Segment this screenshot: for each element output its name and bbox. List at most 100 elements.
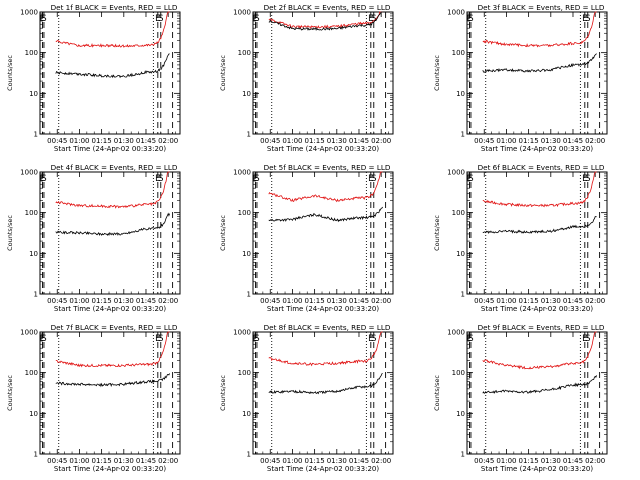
y-axis-label: Counts/sec (6, 215, 14, 251)
time-marker-label: E (467, 14, 472, 24)
x-tick-label: 01:30 (541, 137, 561, 145)
x-tick-label: 01:45 (349, 137, 369, 145)
series-events-line (482, 216, 597, 234)
y-tick-label: 10 (456, 250, 465, 258)
x-tick-label: 01:30 (541, 297, 561, 305)
time-marker-label: E (155, 174, 160, 184)
x-tick-label: 02:00 (585, 457, 605, 465)
panel-title: Det 5f BLACK = Events, RED = LLD (264, 163, 391, 172)
panel-title: Det 7f BLACK = Events, RED = LLD (51, 323, 178, 332)
y-tick-label: 10 (242, 250, 251, 258)
time-marker-label: E (40, 174, 45, 184)
x-axis-label: Start Time (24-Apr-02 00:33:20) (54, 145, 166, 153)
time-marker-label: E (368, 334, 373, 344)
time-marker-label: S (371, 174, 376, 184)
x-axis-label: Start Time (24-Apr-02 00:33:20) (54, 305, 166, 313)
time-marker-label: S (468, 174, 473, 184)
series-events-line (55, 53, 170, 79)
y-tick-label: 10 (242, 410, 251, 418)
panel-4: Det 4f BLACK = Events, RED = LLD Counts/s… (6, 163, 181, 313)
x-tick-label: 01:00 (69, 297, 89, 305)
panel-title: Det 9f BLACK = Events, RED = LLD (478, 323, 605, 332)
panel-title: Det 8f BLACK = Events, RED = LLD (264, 323, 391, 332)
x-tick-label: 01:15 (305, 137, 325, 145)
time-marker-label: S (41, 14, 46, 24)
y-tick-label: 100 (452, 49, 465, 57)
y-axis-label: Counts/sec (433, 375, 441, 411)
y-tick-label: 10 (456, 90, 465, 98)
time-marker-label: S (371, 14, 376, 24)
x-tick-label: 01:30 (327, 297, 347, 305)
series-lld-line (55, 171, 170, 209)
time-marker-label: S (468, 334, 473, 344)
x-tick-label: 00:45 (474, 457, 494, 465)
series-events-line (268, 11, 383, 32)
time-marker-label: E (155, 14, 160, 24)
panel-5: Det 5f BLACK = Events, RED = LLD Counts/s… (219, 163, 394, 313)
x-tick-label: 01:15 (305, 297, 325, 305)
y-axis-label: Counts/sec (433, 215, 441, 251)
time-marker-label: E (582, 334, 587, 344)
panel-title: Det 1f BLACK = Events, RED = LLD (51, 3, 178, 12)
series-lld-line (55, 11, 170, 48)
time-marker-label: E (253, 174, 258, 184)
y-tick-label: 1 (247, 291, 251, 299)
y-axis-label: Counts/sec (219, 215, 227, 251)
x-tick-label: 01:45 (349, 457, 369, 465)
y-tick-label: 1000 (20, 169, 38, 177)
x-tick-label: 01:15 (92, 457, 112, 465)
y-tick-label: 10 (242, 90, 251, 98)
time-marker-label: E (40, 334, 45, 344)
x-tick-label: 01:30 (114, 297, 134, 305)
time-marker-label: E (253, 14, 258, 24)
x-tick-label: 00:45 (260, 137, 280, 145)
y-tick-label: 1 (34, 131, 38, 139)
y-tick-label: 100 (25, 49, 38, 57)
x-tick-label: 02:00 (371, 137, 391, 145)
x-tick-label: 02:00 (158, 457, 178, 465)
time-marker-label: S (158, 174, 163, 184)
series-events-line (268, 206, 383, 223)
time-marker-label: S (585, 14, 590, 24)
y-tick-label: 1 (247, 451, 251, 459)
x-tick-label: 01:00 (69, 457, 89, 465)
time-marker-label: S (158, 14, 163, 24)
x-axis-label: Start Time (24-Apr-02 00:33:20) (267, 465, 379, 473)
x-tick-label: 01:30 (327, 457, 347, 465)
y-tick-label: 100 (25, 369, 38, 377)
time-marker-label: S (254, 334, 259, 344)
x-tick-label: 00:45 (474, 297, 494, 305)
series-lld-line (55, 331, 170, 368)
x-tick-label: 01:15 (92, 297, 112, 305)
plot-frame (466, 331, 608, 455)
x-tick-label: 00:45 (47, 457, 67, 465)
y-axis-label: Counts/sec (6, 55, 14, 91)
x-tick-label: 02:00 (371, 297, 391, 305)
time-marker-label: S (254, 14, 259, 24)
x-tick-label: 01:45 (349, 297, 369, 305)
series-events-line (55, 212, 170, 237)
y-axis-label: Counts/sec (219, 375, 227, 411)
series-lld-line (268, 331, 383, 367)
x-tick-label: 02:00 (585, 137, 605, 145)
x-axis-label: Start Time (24-Apr-02 00:33:20) (267, 305, 379, 313)
series-lld-line (482, 171, 597, 208)
y-tick-label: 1000 (447, 329, 465, 337)
time-marker-label: E (368, 14, 373, 24)
y-tick-label: 1 (461, 291, 465, 299)
x-tick-label: 01:15 (519, 457, 539, 465)
y-tick-label: 100 (452, 209, 465, 217)
x-tick-label: 01:00 (69, 137, 89, 145)
x-tick-label: 00:45 (260, 297, 280, 305)
series-events-line (482, 53, 597, 73)
plot-frame (252, 171, 394, 295)
y-tick-label: 100 (25, 209, 38, 217)
series-lld-line (268, 11, 383, 29)
series-events-line (55, 373, 170, 388)
time-marker-label: E (467, 334, 472, 344)
x-tick-label: 02:00 (585, 297, 605, 305)
plot-frame (39, 171, 181, 295)
time-marker-label: E (467, 174, 472, 184)
x-tick-label: 01:00 (496, 137, 516, 145)
